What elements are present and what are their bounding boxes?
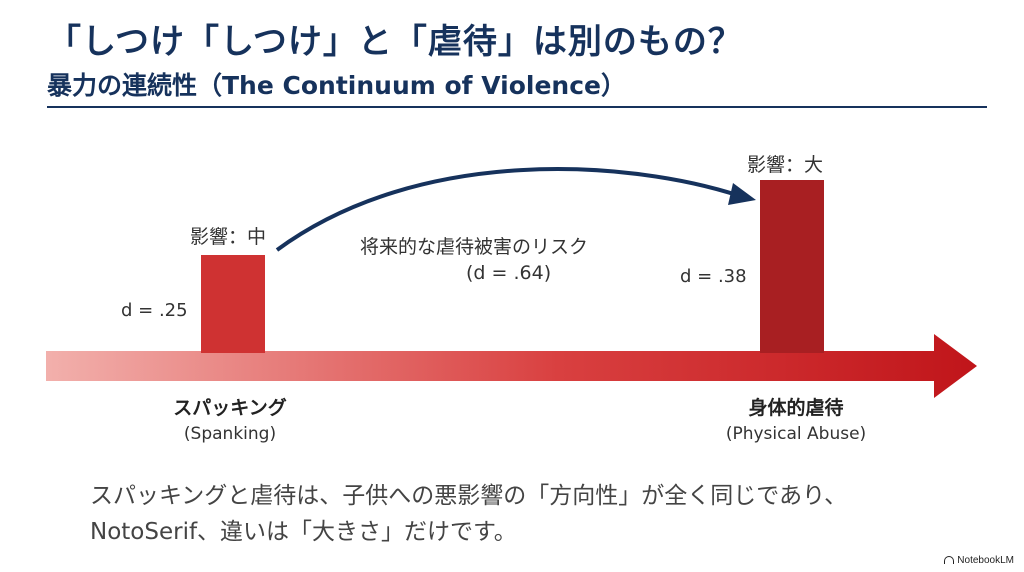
risk-effect-size: (d = .64) xyxy=(466,262,552,284)
abuse-impact-label: 影響：大 xyxy=(747,154,824,176)
spanking-impact-label: 影響：中 xyxy=(190,226,267,248)
spanking-label-en: (Spanking) xyxy=(183,424,277,444)
abuse-axis-label: 身体的虐待 (Physical Abuse) xyxy=(686,393,906,444)
notebooklm-logo-icon xyxy=(944,556,955,564)
abuse-bar xyxy=(760,180,824,353)
summary-text: スパッキングと虐待は、子供への悪影響の「方向性」が全く同じであり、NotoSer… xyxy=(90,483,848,545)
abuse-label-en: (Physical Abuse) xyxy=(725,424,867,444)
risk-label: 将来的な虐待被害のリスク xyxy=(360,236,589,258)
abuse-label-ja: 身体的虐待 xyxy=(748,397,844,419)
spanking-label-ja: スパッキング xyxy=(173,397,287,419)
brand-label: NotebookLM xyxy=(957,555,1014,566)
risk-curve-arrowhead xyxy=(728,183,756,205)
continuum-axis-arrow xyxy=(46,334,977,398)
risk-curve-arrow xyxy=(275,167,741,252)
page-subtitle: 暴力の連続性（The Continuum of Violence） xyxy=(47,71,627,100)
page-title: 「しつけ「しつけ」と「虐待」は別のもの？ xyxy=(47,22,743,62)
title-divider xyxy=(47,106,987,108)
notebooklm-watermark: NotebookLM xyxy=(944,555,1014,566)
spanking-axis-label: スパッキング (Spanking) xyxy=(130,393,330,444)
spanking-bar xyxy=(201,255,265,353)
spanking-effect-size: d = .25 xyxy=(121,300,188,321)
abuse-effect-size: d = .38 xyxy=(680,266,747,287)
